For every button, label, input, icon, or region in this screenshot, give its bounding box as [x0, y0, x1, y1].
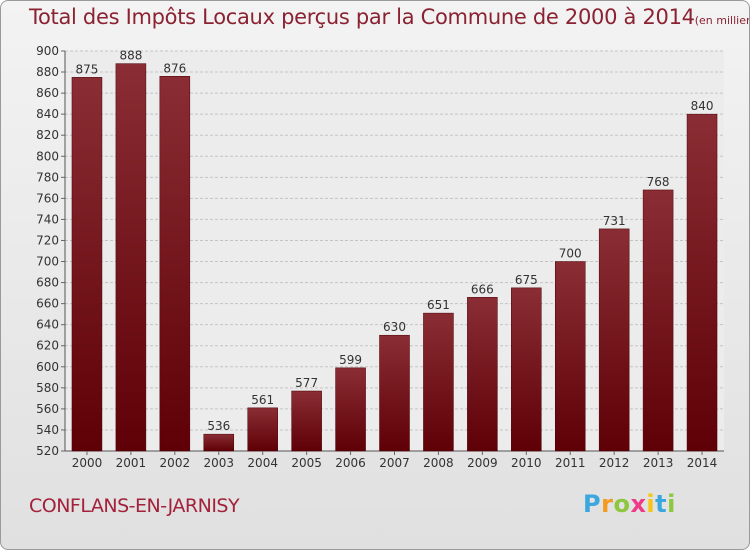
x-tick-label: 2008: [423, 456, 454, 470]
logo-letter: P: [583, 490, 602, 518]
y-tick-label: 800: [36, 149, 59, 163]
y-tick-label: 760: [36, 191, 59, 205]
x-tick-label: 2006: [335, 456, 366, 470]
data-label: 768: [647, 175, 670, 189]
y-tick-label: 560: [36, 402, 59, 416]
logo-letter: i: [667, 490, 676, 518]
data-label: 731: [603, 214, 626, 228]
bar: [642, 189, 674, 452]
data-label: 700: [559, 247, 582, 261]
chart-title-text: Total des Impôts Locaux perçus par la Co…: [29, 5, 695, 29]
bar: [247, 407, 278, 452]
y-tick-label: 780: [36, 170, 59, 184]
x-tick-label: 2000: [72, 456, 103, 470]
commune-name: CONFLANS-EN-JARNISY: [29, 495, 240, 517]
chart-title: Total des Impôts Locaux perçus par la Co…: [29, 5, 749, 29]
x-tick-label: 2013: [643, 456, 674, 470]
x-tick-label: 2003: [203, 456, 234, 470]
y-tick-label: 540: [36, 423, 59, 437]
proxiti-logo: Proxiti: [583, 490, 676, 518]
y-tick-label: 600: [36, 360, 59, 374]
logo-letter: i: [646, 490, 656, 518]
y-tick-label: 880: [36, 65, 59, 79]
y-tick-label: 840: [36, 107, 59, 121]
bar: [115, 63, 147, 452]
x-tick-label: 2009: [467, 456, 498, 470]
x-tick-label: 2011: [555, 456, 586, 470]
bar: [598, 228, 630, 452]
bar: [554, 261, 586, 452]
data-label: 888: [119, 49, 142, 63]
bar: [291, 390, 322, 452]
data-label: 875: [76, 62, 99, 76]
bar: [335, 367, 366, 452]
x-tick-label: 2014: [687, 456, 718, 470]
logo-letter: r: [601, 490, 614, 518]
y-tick-label: 640: [36, 318, 59, 332]
logo-letter: o: [613, 490, 631, 518]
y-tick-label: 660: [36, 297, 59, 311]
bar: [467, 297, 498, 452]
bar: [71, 77, 103, 452]
data-label: 577: [295, 376, 318, 390]
data-label: 561: [251, 393, 274, 407]
data-label: 840: [691, 99, 714, 113]
bar: [203, 433, 235, 452]
x-tick-label: 2004: [247, 456, 278, 470]
x-tick-label: 2001: [116, 456, 147, 470]
chart-unit-note: (en milliers d'€): [694, 14, 749, 27]
data-label: 651: [427, 298, 450, 312]
x-tick-label: 2007: [379, 456, 410, 470]
y-tick-label: 680: [36, 276, 59, 290]
bar: [423, 312, 454, 452]
y-tick-label: 900: [36, 44, 59, 58]
data-label: 876: [163, 61, 186, 75]
data-label: 675: [515, 273, 538, 287]
y-tick-label: 520: [36, 444, 59, 458]
logo-letter: x: [630, 490, 647, 518]
bar: [511, 287, 542, 452]
y-tick-label: 720: [36, 233, 59, 247]
x-tick-label: 2010: [511, 456, 542, 470]
y-tick-label: 700: [36, 255, 59, 269]
y-tick-label: 820: [36, 128, 59, 142]
data-label: 599: [339, 353, 362, 367]
x-tick-label: 2002: [160, 456, 191, 470]
x-tick-label: 2012: [599, 456, 630, 470]
x-tick-label: 2005: [291, 456, 322, 470]
data-label: 666: [471, 282, 494, 296]
data-label: 630: [383, 320, 406, 334]
bar: [379, 334, 410, 452]
data-label: 536: [207, 419, 230, 433]
y-tick-label: 620: [36, 339, 59, 353]
bar: [686, 113, 718, 452]
bar: [159, 76, 191, 452]
y-tick-label: 740: [36, 212, 59, 226]
y-tick-label: 580: [36, 381, 59, 395]
logo-letter: t: [655, 490, 668, 518]
y-tick-label: 860: [36, 86, 59, 100]
